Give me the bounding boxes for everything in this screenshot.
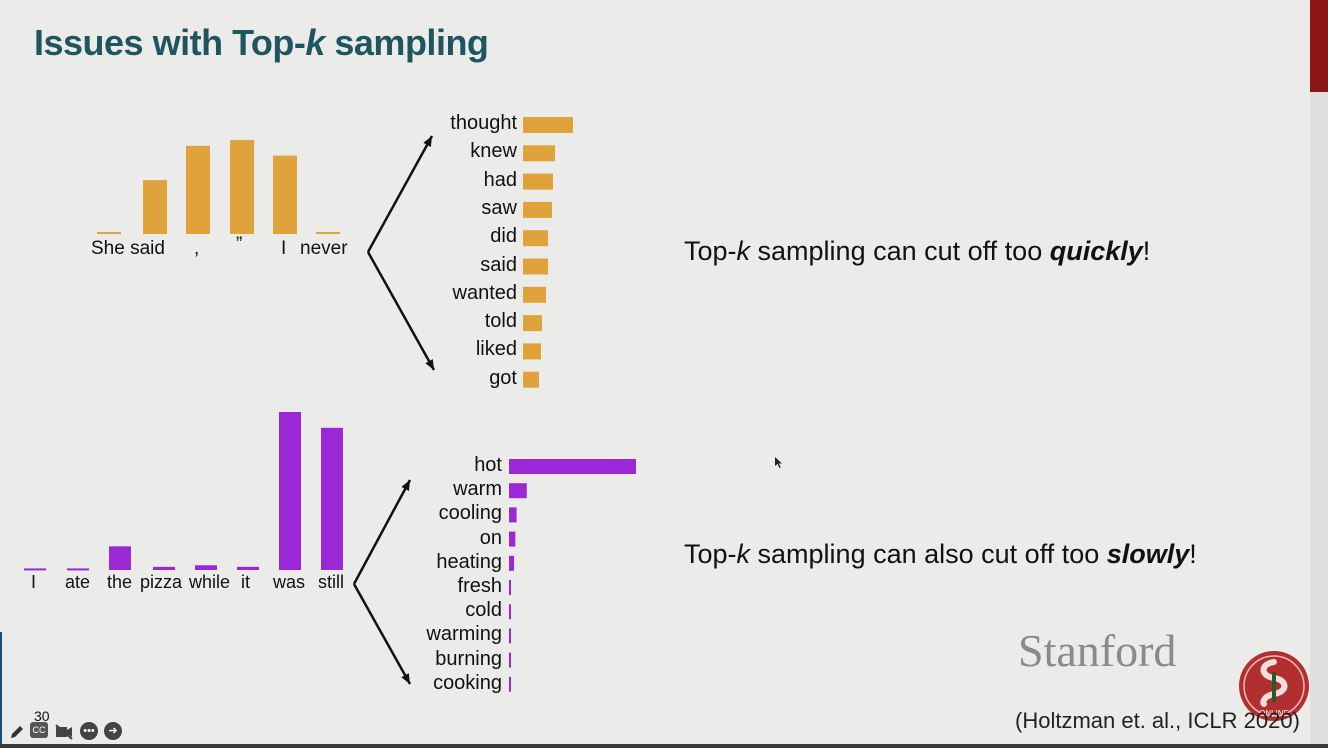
- next-token-1-label: thought: [450, 112, 517, 134]
- statement-2-end: !: [1189, 539, 1197, 569]
- next-token-1-label: saw: [481, 196, 517, 219]
- context-2-token: was: [273, 572, 306, 592]
- statement-quickly: Top-k sampling can cut off too quickly!: [684, 236, 1150, 267]
- context-1-token: She said: [91, 238, 165, 259]
- next-token-2-label: hot: [474, 454, 502, 476]
- presentation-toolbar: CC ••• ➜: [8, 722, 128, 742]
- captions-icon[interactable]: CC: [30, 722, 48, 738]
- next-token-2-label: cold: [465, 599, 502, 622]
- statement-2-emphasis: slowly: [1106, 539, 1190, 569]
- context-1-token: ”: [236, 234, 243, 255]
- context-1-token: never: [300, 238, 348, 259]
- next-token-2-label: cooking: [433, 671, 502, 694]
- statement-slowly: Top-k sampling can also cut off too slow…: [684, 539, 1197, 570]
- next-token-2-label: burning: [435, 647, 502, 670]
- statement-2-middle: sampling can also cut off too: [750, 539, 1107, 569]
- next-token-1-label: told: [484, 310, 517, 333]
- mouse-cursor-icon: [775, 457, 782, 468]
- statement-1-end: !: [1142, 236, 1151, 266]
- next-token-1-label: did: [490, 225, 517, 248]
- statement-1-k: k: [736, 236, 751, 266]
- left-edge-line: [0, 632, 2, 748]
- next-token-2-label: cooling: [438, 502, 502, 525]
- context-2-token: ate: [65, 572, 91, 592]
- next-token-2-label: fresh: [457, 575, 502, 597]
- context-2-token: it: [241, 572, 250, 592]
- statement-1-prefix: Top-: [684, 236, 737, 266]
- next-token-1-label: got: [489, 366, 517, 389]
- next-token-1-label: said: [480, 253, 517, 276]
- context-2-token: the: [107, 572, 133, 592]
- context-1-token: I: [281, 238, 287, 259]
- next-token-1-label: knew: [470, 140, 517, 163]
- slide-number: 30: [34, 708, 50, 724]
- right-edge-strip: [1310, 0, 1328, 748]
- next-token-1-label: liked: [475, 338, 517, 361]
- title-k: k: [305, 22, 325, 63]
- more-icon[interactable]: •••: [80, 722, 98, 740]
- slide-title: Issues with Top-k sampling: [34, 22, 489, 64]
- next-token-2-label: warming: [426, 623, 502, 646]
- statement-1-middle: sampling can cut off too: [750, 236, 1050, 266]
- statement-2-k: k: [736, 539, 751, 569]
- next-token-1-label: wanted: [452, 281, 518, 304]
- stanford-logo-text: Stanford: [1018, 625, 1177, 676]
- svg-text:ONLINE: ONLINE: [1259, 709, 1289, 718]
- context-1-token: ,: [194, 238, 200, 259]
- next-icon[interactable]: ➜: [104, 722, 122, 740]
- next-token-2-label: heating: [436, 550, 502, 573]
- bottom-bar: [0, 744, 1328, 748]
- next-token-1-label: had: [483, 168, 517, 191]
- statement-2-prefix: Top-: [684, 539, 737, 569]
- citation: (Holtzman et. al., ICLR 2020): [1015, 708, 1300, 733]
- pencil-icon[interactable]: [8, 723, 26, 741]
- video-off-icon[interactable]: [54, 723, 74, 741]
- next-token-2-label: on: [479, 526, 502, 549]
- context-2-token: pizza: [140, 572, 183, 592]
- context-2-token: while: [189, 572, 231, 592]
- context-2-token: still: [318, 572, 344, 592]
- statement-1-emphasis: quickly: [1049, 236, 1143, 266]
- stanford-accent-bar: [1310, 0, 1328, 92]
- next-token-2-label: warm: [453, 478, 502, 501]
- title-suffix: sampling: [324, 22, 489, 63]
- stanford-online-seal-icon: ONLINE: [1239, 651, 1309, 721]
- title-prefix: Issues with Top-: [34, 22, 306, 63]
- context-2-token: I: [31, 572, 37, 592]
